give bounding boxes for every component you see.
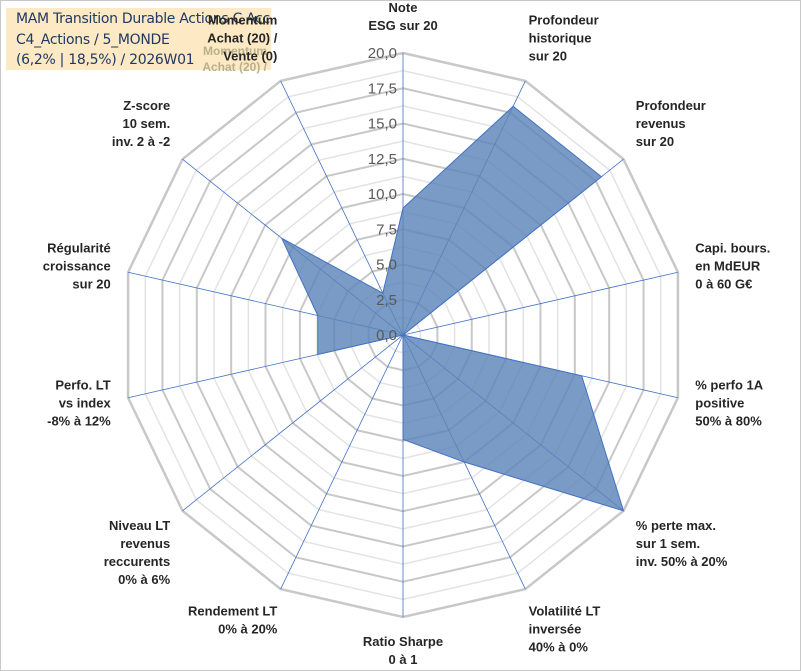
axis-label: Rendement LT 0% à 20% [188,603,278,636]
axis-label: Régularité croissance sur 20 [43,240,111,291]
axis-label: % perfo 1A positive 50% à 80% [695,378,764,429]
tick-label: 2,5 [376,292,397,309]
axis-label: Perfo. LT vs index -8% à 12% [47,378,111,429]
series-area [280,105,625,512]
tick-label: 20,0 [368,45,397,62]
tick-label: 17,5 [368,80,397,97]
momentum-label-line1: Momentum [203,44,267,58]
tick-label: 7,5 [376,221,397,238]
fund-title: MAM Transition Durable Actions C Acc [16,11,270,27]
axis-label: Profondeur historique sur 20 [529,13,599,64]
axis-spoke [402,271,679,336]
tick-label: 15,0 [368,116,397,133]
axis-spoke [182,334,404,512]
radar-series [280,105,625,512]
momentum-label-line2: Achat (20) / [202,60,267,74]
tick-label: 0,0 [376,327,397,344]
tick-label: 5,0 [376,257,397,274]
axis-spoke [280,334,404,590]
axis-label: Niveau LT revenus reccurents 0% à 6% [104,518,171,587]
radar-axis-labels: Note ESG sur 20 Profondeur historique sur 20… [43,0,771,667]
fund-category: C4_Actions / 5_MONDE [16,32,170,48]
axis-label: Note ESG sur 20 [368,0,437,33]
axis-label: Capi. bours. en MdEUR 0 à 60 G€ [695,240,770,291]
axis-label: Z-score 10 sem. inv. 2 à -2 [112,98,170,149]
fund-stats: (6,2% | 18,5%) / 2026W01 [16,52,195,68]
axis-label: Profondeur revenus sur 20 [636,98,706,149]
axis-label: Volatilité LT inversée 40% à 0% [529,603,601,654]
tick-label: 10,0 [368,186,397,203]
title-box: MAM Transition Durable Actions C Acc C4_… [6,8,271,74]
tick-label: 12,5 [368,151,397,168]
axis-label: % perte max. sur 1 sem. inv. 50% à 20% [636,518,728,569]
axis-label: Momentum Achat (20) / Vente (0) [207,13,277,64]
radar-tick-labels: 0,0 2,5 5,0 7,5 10,0 12,5 15,0 17,5 20,0 [368,45,397,344]
axis-label: Ratio Sharpe 0 à 1 [363,634,443,667]
